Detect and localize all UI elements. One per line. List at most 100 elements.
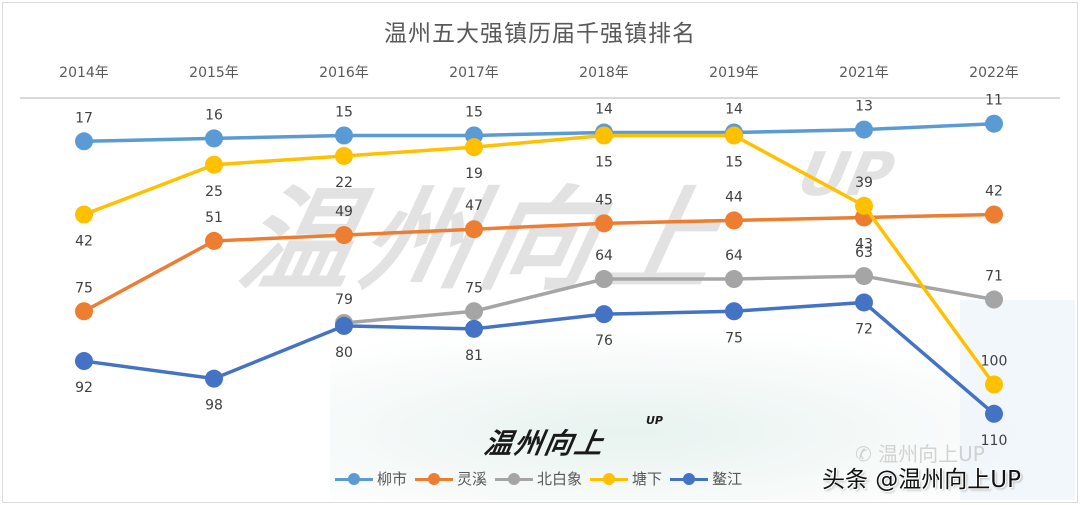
data-label: 45 bbox=[595, 192, 613, 208]
legend-label: 柳市 bbox=[377, 470, 408, 488]
wechat-icon: ✆ bbox=[855, 442, 879, 466]
data-label: 100 bbox=[981, 354, 1008, 370]
series-4: 92 98 80 81 76 75 72 110 bbox=[75, 293, 1008, 449]
data-point bbox=[725, 126, 743, 145]
data-label: 44 bbox=[725, 189, 743, 205]
data-point bbox=[335, 316, 353, 335]
legend-item: 塘下 bbox=[590, 468, 662, 489]
data-label: 11 bbox=[985, 93, 1003, 109]
data-point bbox=[595, 126, 613, 145]
x-axis-tick-label: 2016年 bbox=[319, 65, 369, 81]
series-line bbox=[343, 274, 995, 325]
x-axis-tick-label: 2018年 bbox=[579, 65, 629, 81]
data-point bbox=[595, 305, 613, 324]
legend-item: 灵溪 bbox=[415, 468, 487, 489]
data-point bbox=[205, 369, 223, 388]
series-line bbox=[83, 133, 996, 386]
data-label: 80 bbox=[335, 345, 353, 361]
data-point bbox=[595, 270, 613, 289]
data-label: 19 bbox=[465, 166, 483, 182]
series-1: 75 51 49 47 45 44 43 42 bbox=[75, 184, 1003, 321]
data-label: 15 bbox=[335, 104, 353, 120]
data-label: 71 bbox=[985, 269, 1003, 285]
data-label: 64 bbox=[725, 248, 743, 264]
chart-legend: 柳市 灵溪 北白象 塘下 鳌江 bbox=[335, 468, 750, 489]
data-point bbox=[985, 114, 1003, 133]
series-line bbox=[83, 121, 995, 144]
data-label: 76 bbox=[595, 333, 613, 349]
x-axis-tick-label: 2022年 bbox=[969, 65, 1019, 81]
data-point bbox=[855, 293, 873, 312]
data-point bbox=[335, 146, 353, 165]
chart-title: 温州五大强镇历届千强镇排名 bbox=[384, 21, 696, 47]
legend-marker-icon bbox=[415, 472, 454, 485]
data-label: 72 bbox=[855, 321, 873, 337]
data-point bbox=[75, 352, 93, 371]
data-point bbox=[465, 319, 483, 338]
data-point bbox=[725, 211, 743, 230]
data-label: 43 bbox=[855, 236, 873, 252]
data-point bbox=[75, 132, 93, 151]
data-label: 110 bbox=[981, 433, 1008, 449]
data-point bbox=[725, 270, 743, 289]
data-point bbox=[855, 267, 873, 286]
legend-label: 鳌江 bbox=[712, 470, 743, 488]
data-label: 16 bbox=[205, 107, 223, 123]
data-point bbox=[75, 205, 93, 224]
data-point bbox=[75, 302, 93, 321]
data-point bbox=[985, 375, 1003, 394]
legend-marker-icon bbox=[590, 472, 629, 485]
data-point bbox=[855, 196, 873, 215]
legend-label: 灵溪 bbox=[457, 470, 488, 488]
data-point bbox=[725, 302, 743, 321]
data-point bbox=[335, 226, 353, 245]
data-label: 51 bbox=[205, 210, 223, 226]
data-label: 42 bbox=[985, 184, 1003, 200]
data-label: 79 bbox=[335, 292, 353, 308]
data-label: 14 bbox=[595, 102, 613, 118]
data-label: 98 bbox=[205, 398, 223, 414]
data-point bbox=[985, 205, 1003, 224]
data-label: 81 bbox=[465, 348, 483, 364]
data-label: 14 bbox=[725, 102, 743, 118]
data-label: 13 bbox=[855, 99, 873, 115]
data-label: 47 bbox=[465, 198, 483, 214]
brand-logo-up: UP bbox=[646, 414, 663, 427]
data-label: 63 bbox=[855, 245, 873, 261]
data-label: 22 bbox=[335, 175, 353, 191]
data-label: 75 bbox=[75, 280, 93, 296]
data-label: 75 bbox=[465, 280, 483, 296]
series-3: 42 25 22 19 15 15 39 100 bbox=[75, 126, 1008, 394]
data-label: 25 bbox=[205, 184, 223, 200]
data-label: 15 bbox=[595, 154, 613, 170]
data-label: 15 bbox=[725, 154, 743, 170]
data-point bbox=[335, 126, 353, 145]
data-label: 92 bbox=[75, 380, 93, 396]
brand-logo: 温州向上 bbox=[481, 427, 608, 460]
x-axis-line bbox=[20, 97, 1060, 99]
x-axis-tick-label: 2015年 bbox=[189, 65, 239, 81]
wechat-watermark-text: 温州向上UP bbox=[878, 442, 985, 466]
data-label: 15 bbox=[465, 104, 483, 120]
data-point bbox=[465, 302, 483, 321]
data-label: 17 bbox=[75, 110, 93, 126]
data-point bbox=[985, 404, 1003, 423]
legend-marker-icon bbox=[670, 472, 709, 485]
legend-item: 鳌江 bbox=[670, 468, 742, 489]
legend-label: 塘下 bbox=[632, 470, 663, 488]
toutiao-watermark: 头条 @温州向上UP bbox=[822, 467, 1022, 493]
legend-label: 北白象 bbox=[537, 470, 583, 488]
data-label: 49 bbox=[335, 204, 353, 220]
map-background bbox=[330, 330, 1075, 500]
x-axis-tick-label: 2019年 bbox=[709, 65, 759, 81]
data-label: 75 bbox=[725, 330, 743, 346]
wechat-watermark: ✆ 温州向上UP bbox=[855, 438, 985, 467]
series-line bbox=[83, 300, 996, 416]
data-label: 42 bbox=[75, 234, 93, 250]
data-point bbox=[855, 120, 873, 139]
data-point bbox=[205, 231, 223, 250]
data-point bbox=[985, 290, 1003, 309]
legend-marker-icon bbox=[335, 472, 373, 485]
data-label: 64 bbox=[595, 248, 613, 264]
